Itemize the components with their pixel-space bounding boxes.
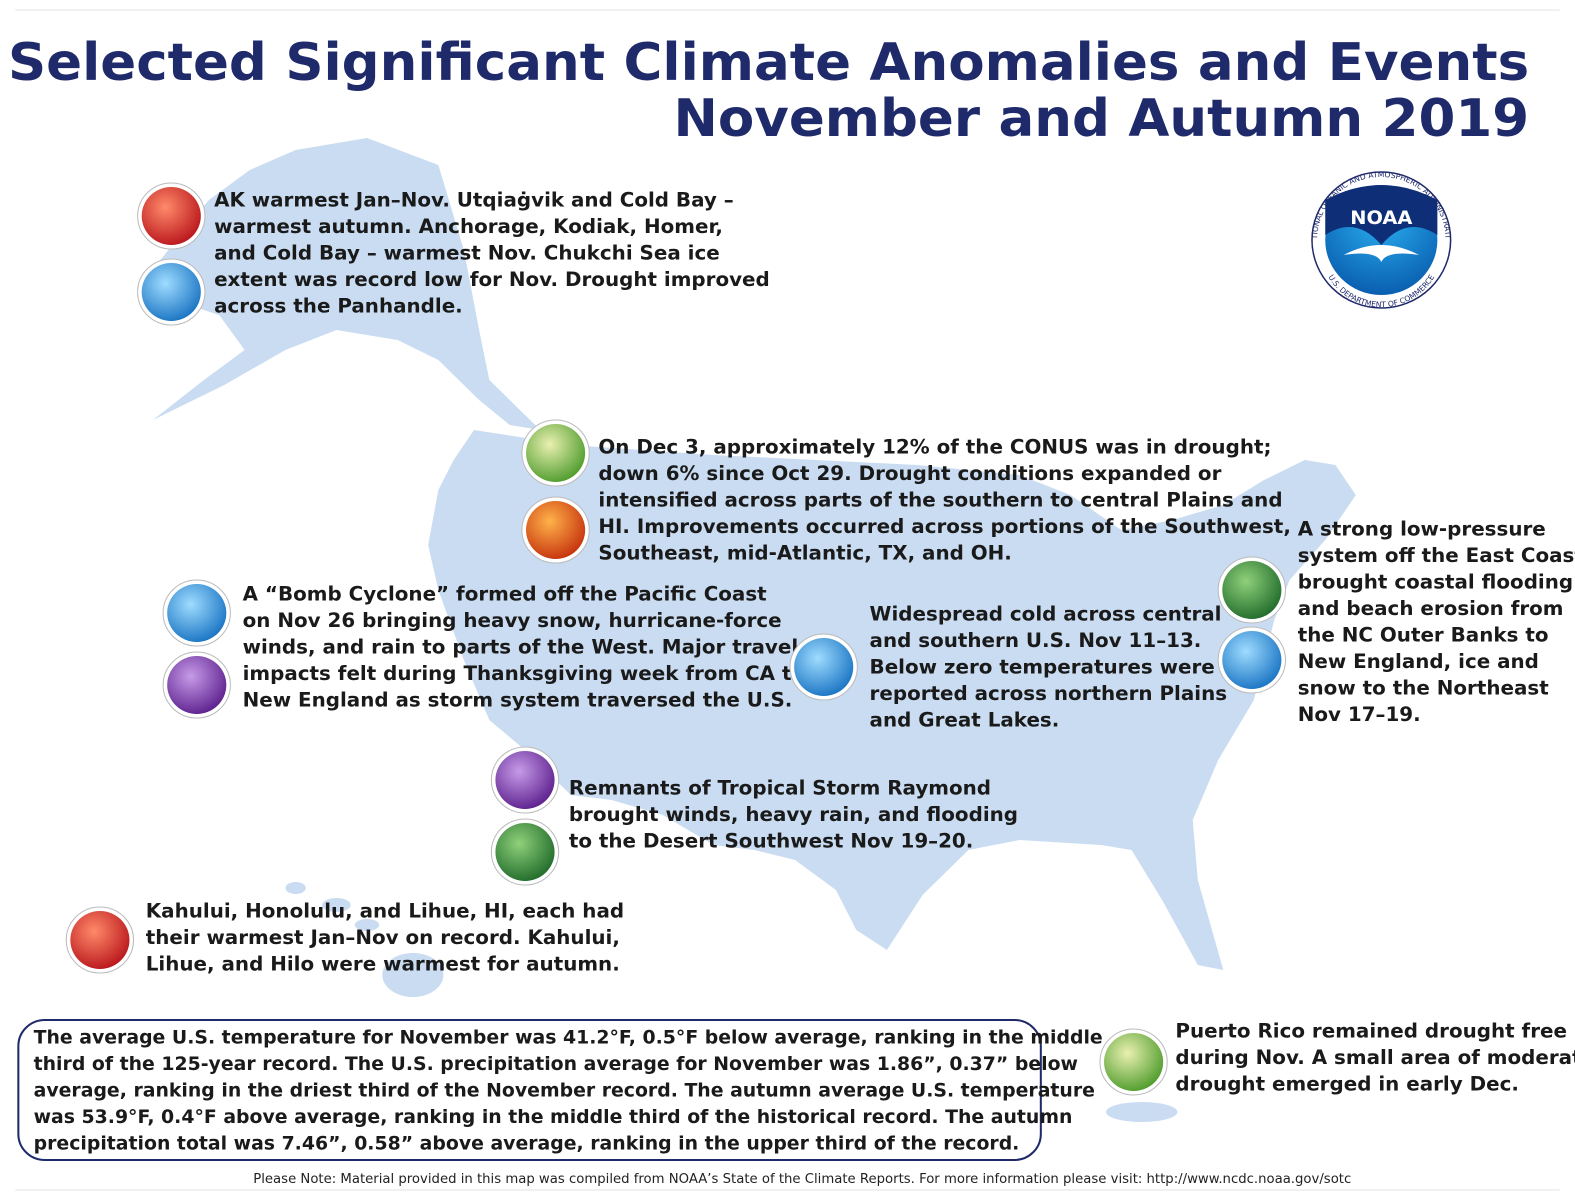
alaska [152,138,541,430]
callout-line: and Great Lakes. [870,709,1060,732]
callout-line: winds, and rain to parts of the West. Ma… [243,636,799,659]
callout-line: and southern U.S. Nov 11–13. [870,629,1202,652]
callout-line: system off the East Coast [1298,544,1575,567]
callout-line: Widespread cold across central [870,603,1222,626]
callout-line: Remnants of Tropical Storm Raymond [569,777,991,800]
event-icon-disc [495,823,555,881]
callout-line: warmest autumn. Anchorage, Kodiak, Homer… [214,215,723,238]
callout-line: HI. Improvements occurred across portion… [598,515,1290,538]
callout-line: on Nov 26 bringing heavy snow, hurricane… [243,609,782,632]
callout-line: Lihue, and Hilo were warmest for autumn. [146,953,620,976]
callout-line: during Nov. A small area of moderate [1175,1046,1575,1069]
logo-top [1325,185,1438,245]
subtitle: November and Autumn 2019 [674,88,1530,148]
callout-line: A “Bomb Cyclone” formed off the Pacific … [243,583,767,606]
summary-line: was 53.9°F, 0.4°F above average, ranking… [34,1107,1073,1128]
callout-line: extent was record low for Nov. Drought i… [214,268,770,291]
summary-line: precipitation total was 7.46”, 0.58” abo… [34,1134,1020,1155]
callout-line: their warmest Jan–Nov on record. Kahului… [146,926,620,949]
callout-line: brought coastal flooding [1298,571,1573,594]
callout-line: to the Desert Southwest Nov 19–20. [569,830,973,853]
callout-line: snow to the Northeast [1298,677,1549,700]
event-icon-disc [70,911,130,969]
callout-line: across the Panhandle. [214,295,463,318]
event-icon-disc [526,424,586,482]
summary-box [17,1019,1042,1161]
callout-line: Nov 17–19. [1298,703,1421,726]
logo-bird [1343,245,1420,262]
callout-line: A strong low-pressure [1298,518,1546,541]
hawaii-island [322,898,351,912]
event-icon-disc [167,656,227,714]
callout-line: New England, ice and [1298,650,1539,673]
map [152,138,1356,1122]
callout-line: AK warmest Jan–Nov. Utqiaġvik and Cold B… [214,189,734,212]
title: U.S. Selected Significant Climate Anomal… [0,32,1529,92]
callout-line: and beach erosion from [1298,597,1564,620]
callout-line: brought winds, heavy rain, and flooding [569,803,1018,826]
callout-line: Puerto Rico remained drought free [1175,1020,1567,1043]
logo-name: NOAA [1350,206,1412,229]
puerto-rico [1106,1102,1178,1122]
callout-line: Kahului, Honolulu, and Lihue, HI, each h… [146,900,624,923]
callout-line: Southeast, mid-Atlantic, TX, and OH. [598,542,1011,565]
summary-line: The average U.S. temperature for Novembe… [34,1028,1103,1049]
callout-line: Below zero temperatures were [870,656,1215,679]
summary-line: average, ranking in the driest third of … [34,1081,1095,1102]
event-icon-disc [495,751,555,809]
event-icon-disc [141,263,201,321]
hawaii-island [382,953,444,997]
conus [428,430,1356,970]
callout-line: the NC Outer Banks to [1298,624,1549,647]
callout-line: and Cold Bay – warmest Nov. Chukchi Sea … [214,242,720,265]
footnote: Please Note: Material provided in this m… [253,1172,1351,1187]
event-icon-disc [167,584,227,642]
callout-line: New England as storm system traversed th… [243,689,793,712]
hawaii-island [354,919,380,931]
callout-line: On Dec 3, approximately 12% of the CONUS… [598,436,1271,459]
event-icon-disc [1104,1033,1164,1091]
event-icon-disc [141,187,201,245]
hawaii-island [285,882,306,894]
event-icon-disc [794,638,854,696]
event-icon-disc [1222,631,1282,689]
callout-line: impacts felt during Thanksgiving week fr… [243,662,806,685]
callout-line: intensified across parts of the southern… [598,489,1282,512]
event-icon-disc [1222,561,1282,619]
callout-line: drought emerged in early Dec. [1175,1073,1519,1096]
callout-line: reported across northern Plains [870,682,1228,705]
event-icon-disc [526,501,586,559]
callout-line: down 6% since Oct 29. Drought conditions… [598,462,1221,485]
summary-line: third of the 125-year record. The U.S. p… [34,1054,1078,1075]
